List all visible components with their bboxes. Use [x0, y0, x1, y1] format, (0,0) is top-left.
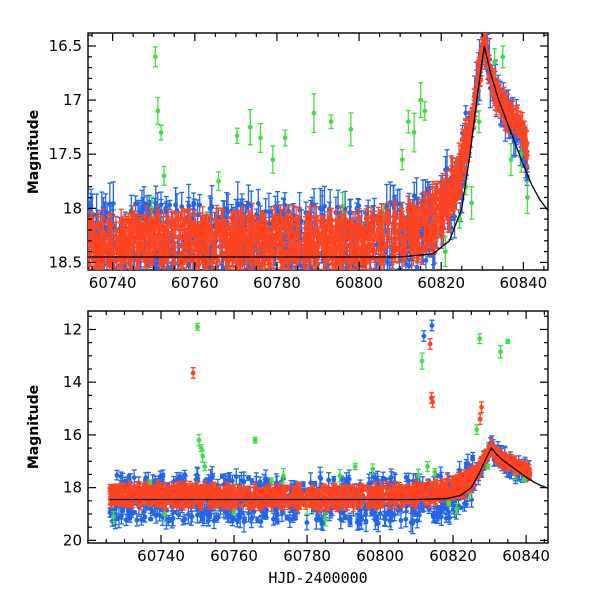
top-series0-point	[246, 272, 251, 277]
top-series2-point	[270, 157, 275, 162]
top-series2-point	[400, 157, 405, 162]
top-series0-point	[208, 206, 213, 211]
top-series2-point	[258, 136, 263, 141]
top-series2-point	[155, 109, 160, 114]
top-series2-point	[283, 136, 288, 141]
top-series0-point	[348, 210, 353, 215]
top-series0-point	[154, 275, 159, 280]
top-series2-point	[153, 54, 158, 59]
top-series2-point	[235, 133, 240, 138]
top-series0-point	[324, 271, 329, 276]
top-series1-point	[418, 211, 423, 216]
top-series0-point	[144, 270, 149, 275]
top-series2-point	[500, 54, 505, 59]
top-series2-point	[159, 130, 164, 135]
top-series1-point	[182, 219, 187, 224]
top-series2-point	[216, 179, 221, 184]
top-series2-point	[469, 201, 474, 206]
top-series0-point	[387, 271, 392, 276]
top-series0-point	[186, 204, 191, 209]
top-series0-point	[111, 201, 116, 206]
top-series0-point	[224, 273, 229, 278]
top-series0-point	[146, 271, 151, 276]
top-series0-point	[103, 210, 108, 215]
top-series0-point	[192, 202, 197, 207]
top-series1-point	[460, 137, 465, 142]
top-series2-point	[509, 157, 514, 162]
top-series2-point	[162, 173, 167, 178]
top-series2-point	[406, 119, 411, 124]
top-series2-point	[329, 119, 334, 124]
top-series2-point	[492, 60, 497, 65]
top-series0-point	[235, 201, 240, 206]
top-series0-point	[256, 201, 261, 206]
top-series0-point	[138, 275, 143, 280]
top-series2-point	[348, 127, 353, 132]
top-clipped-data	[83, 22, 548, 300]
top-series0-point	[424, 258, 429, 263]
top-series2-point	[443, 249, 448, 254]
top-data-layer	[83, 22, 548, 300]
top-series2-point	[311, 111, 316, 116]
top-series2-point	[525, 195, 530, 200]
top-series2-point	[477, 119, 482, 124]
top-series0-point	[326, 274, 331, 279]
top-series0-point	[86, 201, 91, 206]
top-series0-point	[142, 201, 147, 206]
top-series0-point	[315, 271, 320, 276]
top-series1-point	[378, 262, 383, 267]
top-series2-point	[412, 130, 417, 135]
top-series2-point	[422, 109, 427, 114]
top-series2-point	[248, 125, 253, 130]
